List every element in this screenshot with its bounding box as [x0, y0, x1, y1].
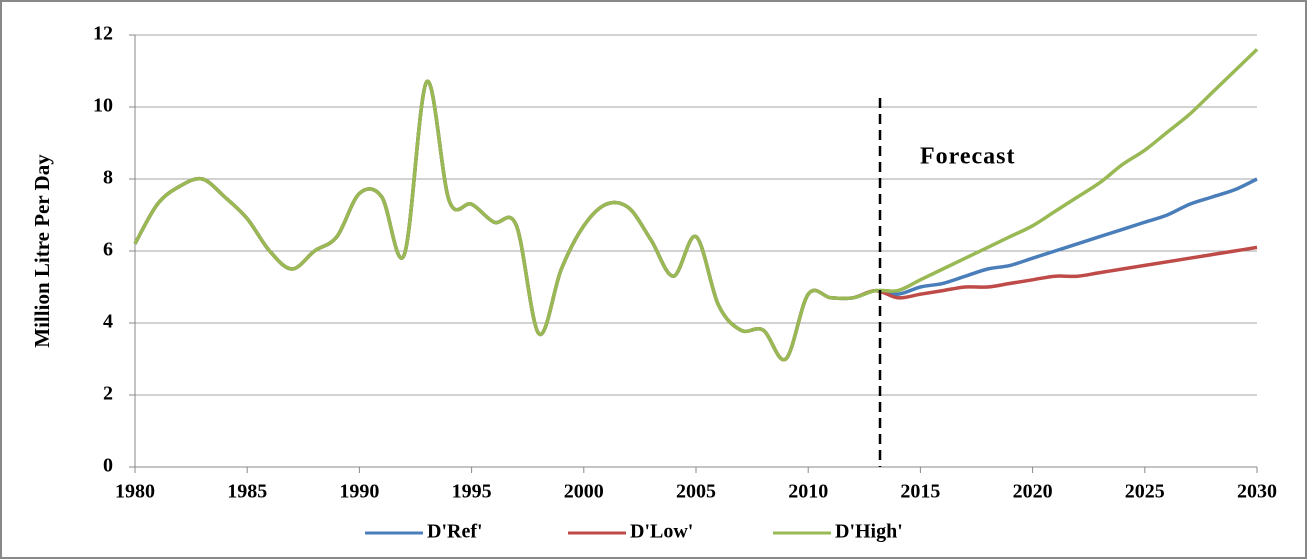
y-tick-label: 2	[103, 383, 113, 405]
y-tick-label: 4	[103, 311, 113, 333]
x-tick-label: 2015	[900, 481, 940, 503]
x-tick-label: 2030	[1237, 481, 1277, 503]
y-tick-label: 6	[103, 239, 113, 261]
legend-label: D'Ref'	[427, 521, 483, 543]
x-tick-label: 2000	[564, 481, 604, 503]
x-tick-label: 2025	[1125, 481, 1165, 503]
x-tick-label: 2020	[1013, 481, 1053, 503]
y-axis-label: Million Litre Per Day	[30, 154, 54, 348]
y-tick-label: 10	[93, 95, 113, 117]
x-tick-label: 1980	[115, 481, 155, 503]
x-tick-label: 1990	[339, 481, 379, 503]
y-tick-label: 0	[103, 455, 113, 477]
x-tick-label: 1995	[452, 481, 492, 503]
legend-label: D'Low'	[630, 521, 693, 543]
legend-label: D'High'	[835, 521, 903, 543]
x-tick-label: 2010	[788, 481, 828, 503]
data-line	[133, 48, 1259, 362]
y-tick-label: 8	[103, 167, 113, 189]
annotation: Forecast	[920, 144, 1016, 170]
x-tick-label: 2005	[676, 481, 716, 503]
y-tick-label: 12	[93, 23, 113, 45]
x-tick-label: 1985	[227, 481, 267, 503]
